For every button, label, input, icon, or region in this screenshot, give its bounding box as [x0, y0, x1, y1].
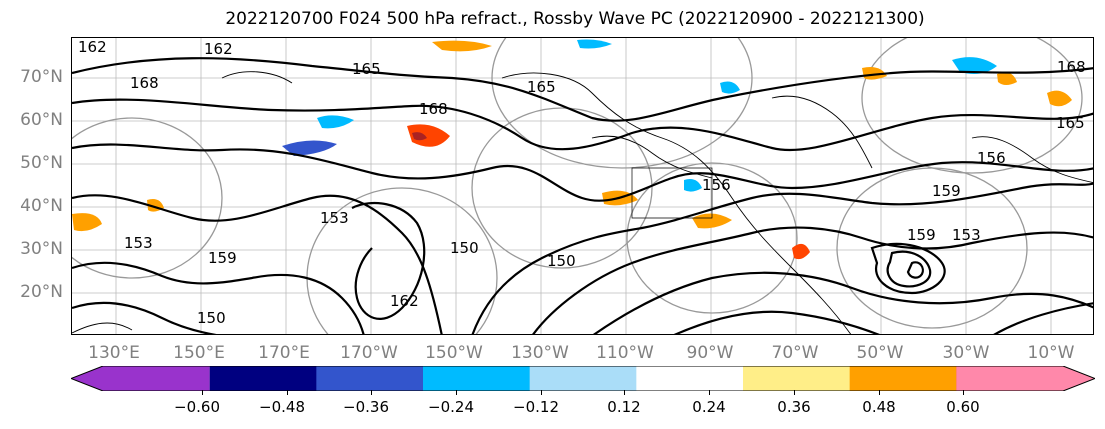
- contour-label: 159: [932, 182, 961, 200]
- colorbar-tick-label: −0.24: [428, 398, 474, 416]
- colorbar-tick: [624, 390, 625, 395]
- contour-label: 156: [977, 149, 1006, 167]
- colorbar-tick-label: 0.12: [607, 398, 641, 416]
- lon-label: 50°W: [856, 343, 904, 363]
- colorbar-segment: [209, 366, 317, 391]
- colorbar-tick: [456, 390, 457, 395]
- lon-label: 150°W: [425, 343, 483, 363]
- colorbar-segments: [71, 366, 1095, 391]
- contour-label: 168: [130, 74, 159, 92]
- contour-label: 168: [1057, 58, 1086, 76]
- contour-label: 159: [907, 226, 936, 244]
- lat-label-30n: 30°N: [20, 239, 63, 259]
- colorbar-segment: [849, 366, 957, 391]
- contour-label: 156: [702, 176, 731, 194]
- colorbar-segment: [743, 366, 851, 391]
- colorbar-tick: [794, 390, 795, 395]
- lon-label: 30°W: [942, 343, 990, 363]
- lat-label-50n: 50°N: [20, 153, 63, 173]
- grey-circle-overlay: [72, 38, 1083, 334]
- colorbar-tick-label: 0.24: [692, 398, 726, 416]
- contour-label: 159: [208, 249, 237, 267]
- lon-label: 130°E: [88, 343, 140, 363]
- contour-label: 162: [204, 40, 233, 58]
- lat-label-40n: 40°N: [20, 196, 63, 216]
- lon-label: 70°W: [771, 343, 819, 363]
- colorbar-tick-label: 0.60: [946, 398, 980, 416]
- colorbar: [71, 366, 1095, 391]
- contour-label: 162: [78, 38, 107, 56]
- colorbar-tick: [541, 390, 542, 395]
- contour-label: 168: [419, 100, 448, 118]
- contour-label: 153: [320, 209, 349, 227]
- colorbar-tick: [202, 390, 203, 395]
- lon-label: 110°W: [596, 343, 654, 363]
- colorbar-tick: [879, 390, 880, 395]
- contour-label: 153: [952, 226, 981, 244]
- contour-label: 165: [527, 78, 556, 96]
- colorbar-tick-label: 0.48: [862, 398, 896, 416]
- coastlines: [72, 71, 1093, 334]
- contour-label: 165: [1056, 114, 1085, 132]
- lon-label: 130°W: [511, 343, 569, 363]
- lon-label: 170°E: [258, 343, 310, 363]
- colorbar-tick-label: 0.36: [777, 398, 811, 416]
- graticule: [72, 38, 1093, 334]
- lat-label-70n: 70°N: [20, 67, 63, 87]
- contour-label: 150: [197, 309, 226, 327]
- colorbar-segment: [636, 366, 744, 391]
- map-panel: 162 162 165 168 168 165 168 159 153 153 …: [71, 37, 1094, 335]
- lon-label: 170°W: [340, 343, 398, 363]
- colorbar-segment: [316, 366, 424, 391]
- lon-label: 150°E: [173, 343, 225, 363]
- contour-label: 153: [124, 234, 153, 252]
- map-canvas: 162 162 165 168 168 165 168 159 153 153 …: [72, 38, 1093, 334]
- map-title: 2022120700 F024 500 hPa refract., Rossby…: [225, 9, 925, 29]
- colorbar-tick: [287, 390, 288, 395]
- height-contours: [72, 57, 1093, 334]
- colorbar-tick-label: −0.48: [259, 398, 305, 416]
- contour-label: 150: [547, 252, 576, 270]
- colorbar-segment: [423, 366, 531, 391]
- colorbar-tick: [963, 390, 964, 395]
- contour-label: 162: [390, 292, 419, 310]
- colorbar-segment: [956, 366, 1095, 391]
- lat-label-60n: 60°N: [20, 110, 63, 130]
- colorbar-tick-label: −0.36: [343, 398, 389, 416]
- contour-labels: 162 162 165 168 168 165 168 159 153 153 …: [78, 38, 1086, 327]
- lat-label-20n: 20°N: [20, 282, 63, 302]
- lon-label: 90°W: [686, 343, 734, 363]
- colorbar-segment: [71, 366, 210, 391]
- shaded-anomaly-patches: [72, 39, 1072, 260]
- colorbar-tick: [709, 390, 710, 395]
- contour-label: 165: [352, 60, 381, 78]
- colorbar-tick-label: −0.12: [513, 398, 559, 416]
- lon-label: 10°W: [1027, 343, 1075, 363]
- colorbar-tick-label: −0.60: [174, 398, 220, 416]
- colorbar-tick: [371, 390, 372, 395]
- colorbar-segment: [529, 366, 637, 391]
- contour-label: 150: [450, 239, 479, 257]
